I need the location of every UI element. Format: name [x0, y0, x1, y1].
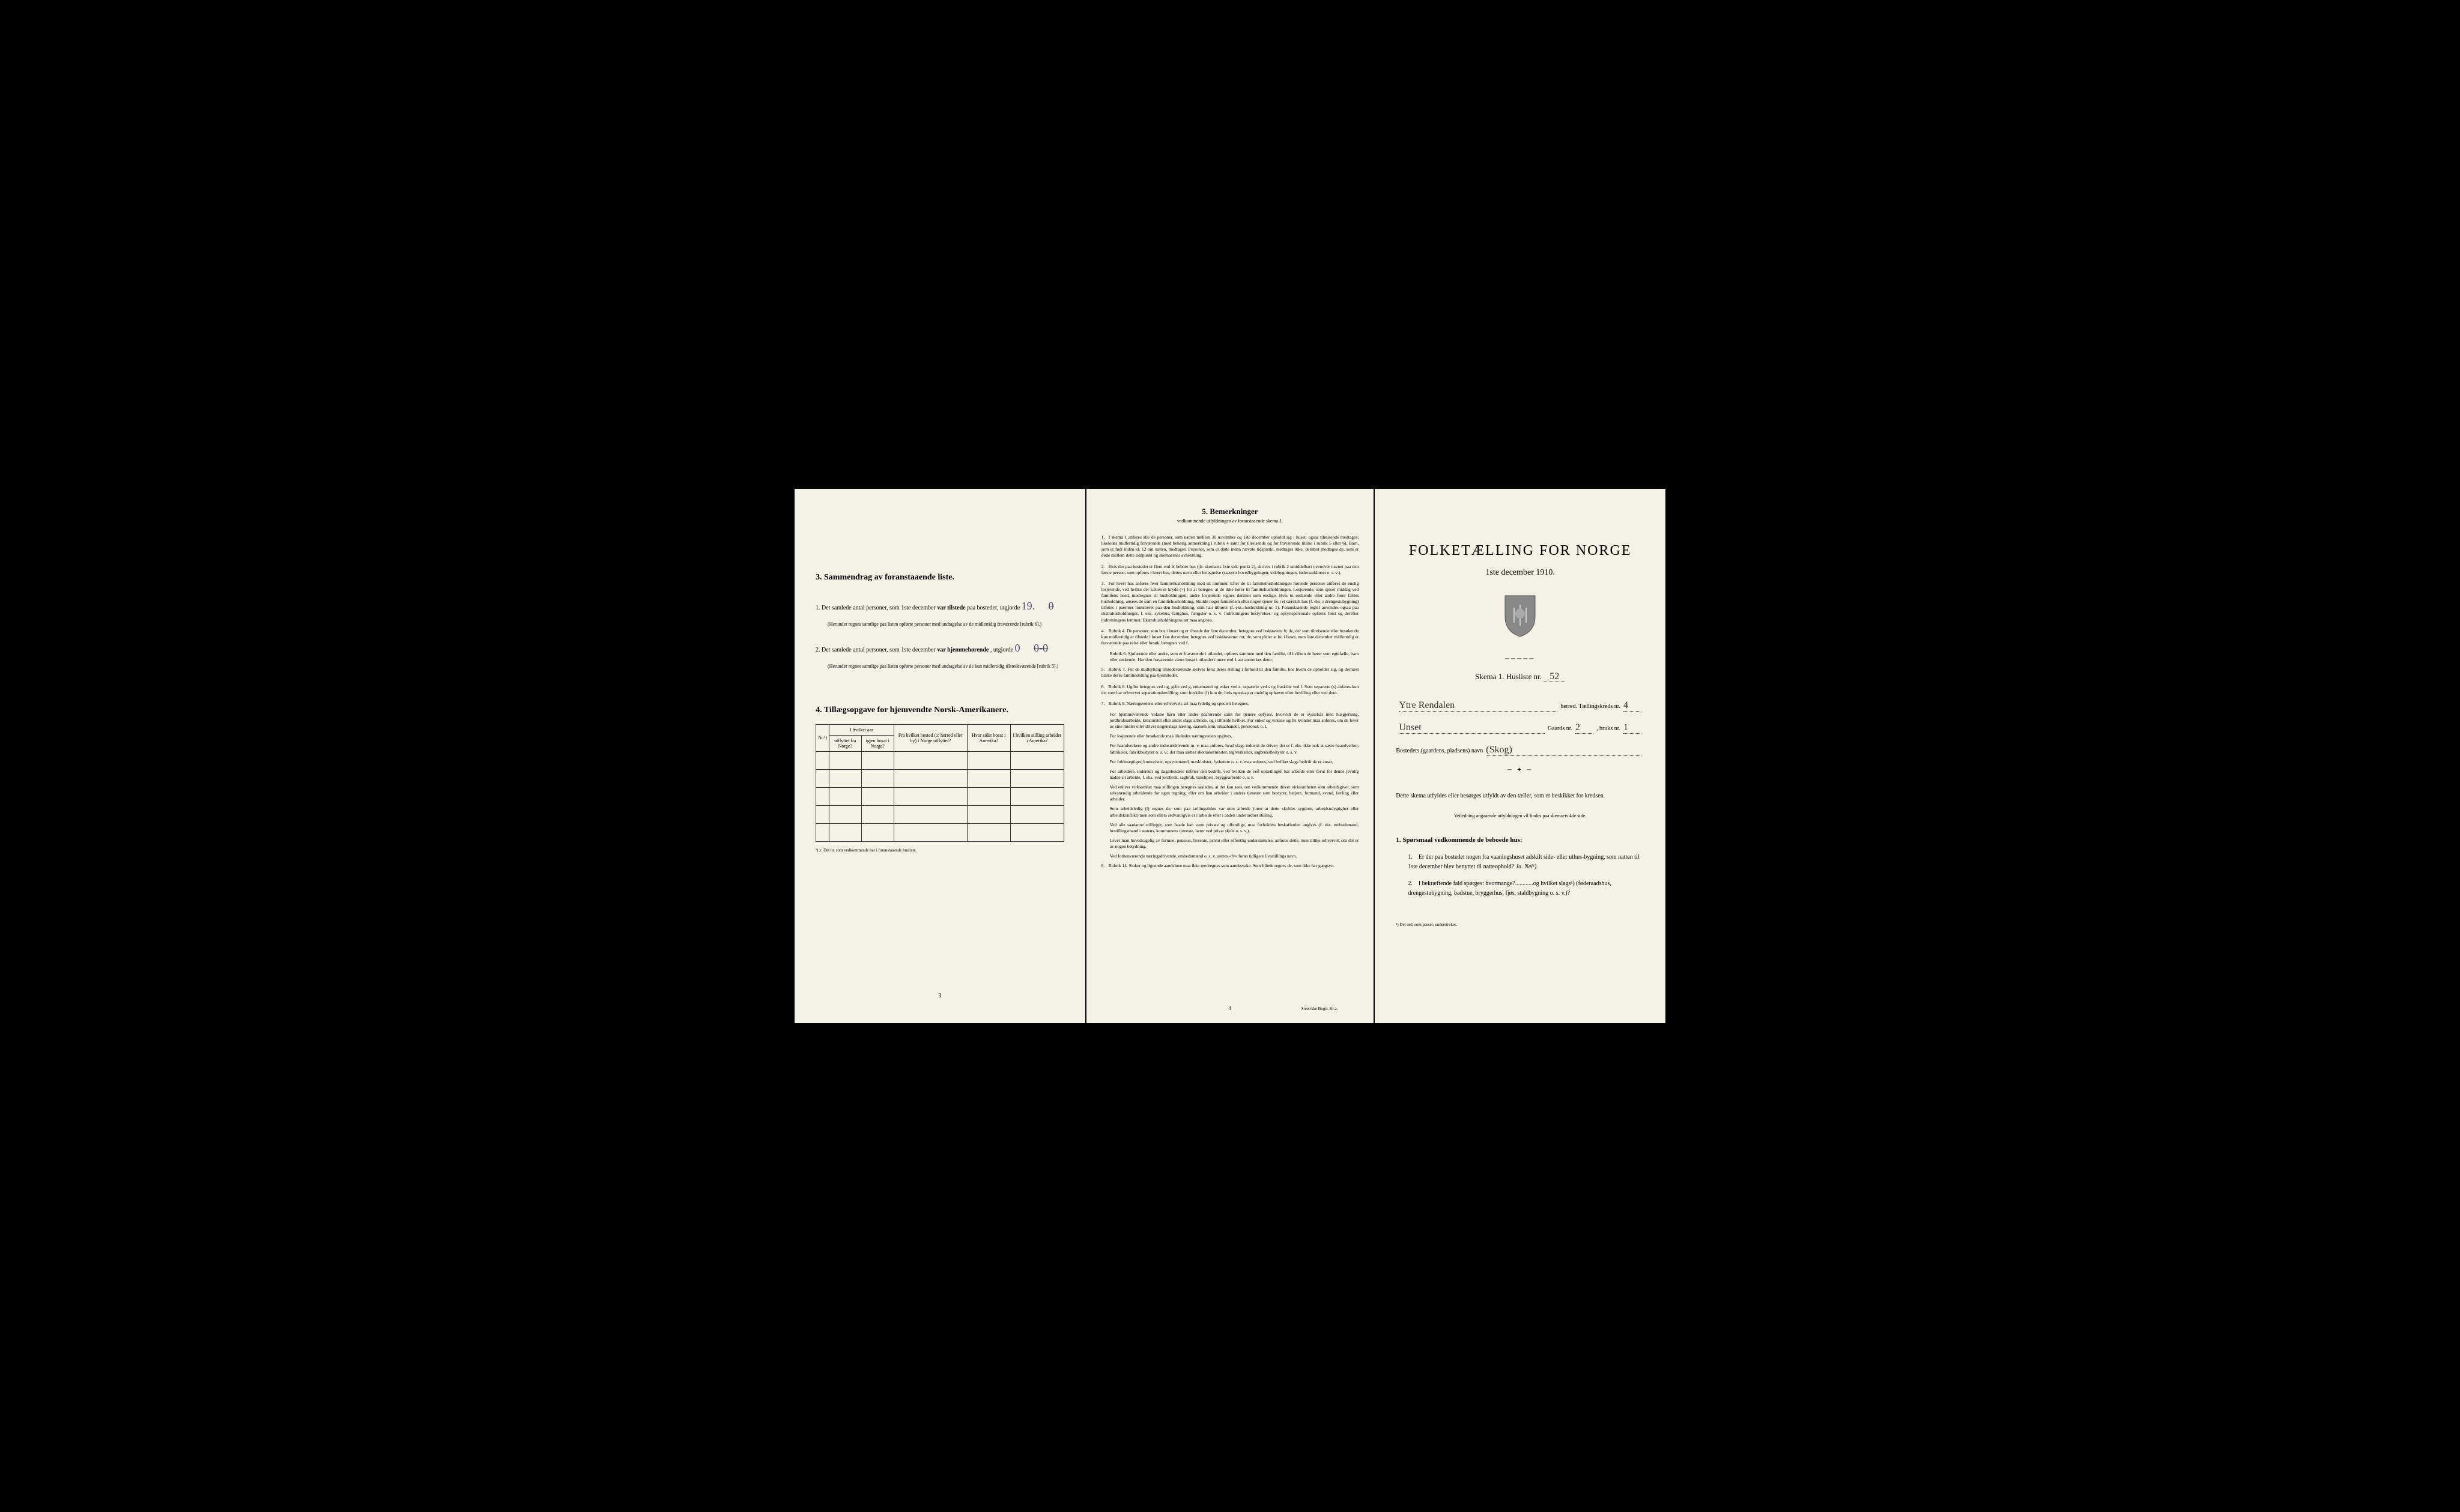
document-container: 3. Sammendrag av foranstaaende liste. 1.… — [795, 489, 1665, 1023]
q1-item-2: 2. I bekræftende fald spørges: hvormange… — [1408, 879, 1644, 898]
section-3-item-2: 2. Det samlede antal personer, som 1ste … — [816, 640, 1064, 657]
th-bosat: igjen bosat i Norge? — [861, 735, 894, 751]
remark-6: 6.Rubrik 8. Ugifte betegnes ved ug, gift… — [1101, 684, 1359, 696]
th-utflyttet: utflyttet fra Norge? — [829, 735, 861, 751]
herred-value: Ytre Rendalen — [1399, 700, 1455, 710]
divider: ───── — [1396, 656, 1644, 662]
gaards-name: Unset — [1399, 722, 1421, 733]
bruks-nr: 1 — [1623, 722, 1628, 733]
gaards-label: Gaards nr. — [1548, 725, 1572, 732]
section-3-title: 3. Sammendrag av foranstaaende liste. — [816, 573, 1064, 582]
table-row — [816, 751, 1064, 769]
sub9-1: For hjemmeværende voksne barn eller andr… — [1110, 712, 1359, 730]
census-title: FOLKETÆLLING FOR NORGE — [1396, 543, 1644, 559]
gaards-nr: 2 — [1575, 722, 1580, 733]
instruction-small: Veiledning angaaende utfyldningen vil fi… — [1396, 813, 1644, 818]
remark-8: 8.Rubrik 14. Sinker og lignende aandsløv… — [1101, 863, 1359, 869]
item1-bold: var tilstede — [937, 605, 965, 611]
q1-heading: 1. Spørsmaal vedkommende de beboede hus: — [1396, 836, 1644, 844]
skema-label: Skema 1. Husliste nr. — [1475, 672, 1542, 681]
item2-bold: var hjemmehørende — [937, 647, 989, 653]
remark-3: 3.For hvert hus anføres hver familiehush… — [1101, 581, 1359, 623]
item1-suffix: paa bostedet, utgjorde — [967, 605, 1020, 611]
rubrik-6: Rubrik 6. Sjøfarende eller andre, som er… — [1110, 651, 1359, 663]
section-4-footnote: ¹) ɔ: Det nr. som vedkommende har i fora… — [816, 848, 1064, 853]
sub9-5: For arbeidere, inderster og dagarbeidere… — [1110, 769, 1359, 781]
right-footnote: ¹) Det ord, som passer, understrekes. — [1396, 922, 1644, 927]
remark-4: 4.Rubrik 4. De personer, som bor i huset… — [1101, 628, 1359, 646]
item1-note: (Herunder regnes samtlige paa listen opf… — [828, 621, 1064, 627]
sub9-8: Ved alle saadanne stillinger, som baade … — [1110, 822, 1359, 834]
skema-value: 52 — [1544, 671, 1565, 682]
item2-prefix: 2. Det samlede antal personer, som 1ste … — [816, 647, 936, 653]
form-line-1: Ytre Rendalen herred. Tællingskreds nr. … — [1396, 700, 1644, 712]
page-middle: 5. Bemerkninger vedkommende utfyldningen… — [1086, 489, 1374, 1023]
census-date: 1ste december 1910. — [1396, 568, 1644, 578]
sub9-4: For fuldmægtiger, kontorister, opsynsmæn… — [1110, 759, 1359, 765]
table-4: Nr.¹) I hvilket aar Fra hvilket bosted (… — [816, 724, 1064, 842]
instruction: Dette skema utfyldes eller besørges utfy… — [1396, 791, 1644, 801]
q2-text: I bekræftende fald spørges: hvormange?..… — [1408, 880, 1611, 897]
remark-7: 7.Rubrik 9. Næringsveiens eller erhverve… — [1101, 701, 1359, 707]
item2-crossout: 0-0 — [1034, 640, 1048, 657]
section-3-item-1: 1. Det samlede antal personer, som 1ste … — [816, 597, 1064, 615]
remark-2: 2.Hvis der paa bostedet er flere end ét … — [1101, 564, 1359, 576]
page-number-3: 3 — [938, 993, 941, 999]
printer-mark: Steen'ske Bogtr. Kr.a. — [1301, 1006, 1338, 1011]
page-right: FOLKETÆLLING FOR NORGE 1ste december 191… — [1375, 489, 1665, 1023]
table-row — [816, 769, 1064, 787]
herred-label: herred. Tællingskreds nr. — [1560, 703, 1620, 710]
table-row — [816, 823, 1064, 841]
page-left: 3. Sammendrag av foranstaaende liste. 1.… — [795, 489, 1085, 1023]
th-stilling: I hvilken stilling arbeidet i Amerika? — [1010, 724, 1064, 751]
item1-value: 19. — [1022, 597, 1035, 615]
table-row — [816, 787, 1064, 805]
remark-1: 1.I skema 1 anføres alle de personer, so… — [1101, 534, 1359, 559]
item1-crossout: 0 — [1049, 597, 1054, 615]
section-4-title: 4. Tillægsopgave for hjemvendte Norsk-Am… — [816, 706, 1064, 715]
kreds-value: 4 — [1623, 700, 1628, 710]
th-nr: Nr.¹) — [816, 724, 829, 751]
item2-value: 0 — [1015, 640, 1020, 657]
sub9-6: Ved enhver virksomhet maa stillingen bet… — [1110, 784, 1359, 802]
q1-answer: Ja. Nei¹). — [1516, 863, 1538, 870]
bosted-value: (Skog) — [1486, 745, 1512, 755]
th-amerika: Hvor sidst bosat i Amerika? — [967, 724, 1010, 751]
q1-item-1: 1. Er der paa bostedet nogen fra vaaning… — [1408, 853, 1644, 872]
item1-prefix: 1. Det samlede antal personer, som 1ste … — [816, 605, 936, 611]
page-number-4: 4 — [1229, 1005, 1232, 1011]
remark-5: 5.Rubrik 7. For de midlertidig tilstedev… — [1101, 667, 1359, 679]
th-aar: I hvilket aar — [829, 724, 894, 735]
sub9-3: For haandverkere og andre industridriven… — [1110, 743, 1359, 755]
section-5-subtitle: vedkommende utfyldningen av foranstaaend… — [1101, 518, 1359, 524]
coat-of-arms-icon — [1396, 593, 1644, 638]
bruks-label: , bruks nr. — [1596, 725, 1620, 732]
sub9-10: Ved forhenværende næringsdrivende, embed… — [1110, 853, 1359, 859]
form-line-2: Unset Gaards nr. 2 , bruks nr. 1 — [1396, 722, 1644, 734]
item2-note: (Herunder regnes samtlige paa listen opf… — [828, 663, 1064, 670]
th-bosted: Fra hvilket bosted (ɔ: herred eller by) … — [894, 724, 967, 751]
form-line-3: Bostedets (gaardens, pladsens) navn (Sko… — [1396, 745, 1644, 756]
bosted-label: Bostedets (gaardens, pladsens) navn — [1396, 748, 1483, 754]
divider-2: ─ ✦ ─ — [1396, 767, 1644, 773]
section-5-title: 5. Bemerkninger — [1101, 507, 1359, 516]
sub9-2: For losjerende eller besøkende maa likel… — [1110, 733, 1359, 739]
table-row — [816, 805, 1064, 823]
item2-suffix: , utgjorde — [990, 647, 1013, 653]
sub9-7: Som arbeidsledig (l) regnes de, som paa … — [1110, 806, 1359, 818]
sub9-9: Lever man hovedsagelig av formue, pensio… — [1110, 838, 1359, 850]
skema-line: Skema 1. Husliste nr. 52 — [1396, 671, 1644, 682]
